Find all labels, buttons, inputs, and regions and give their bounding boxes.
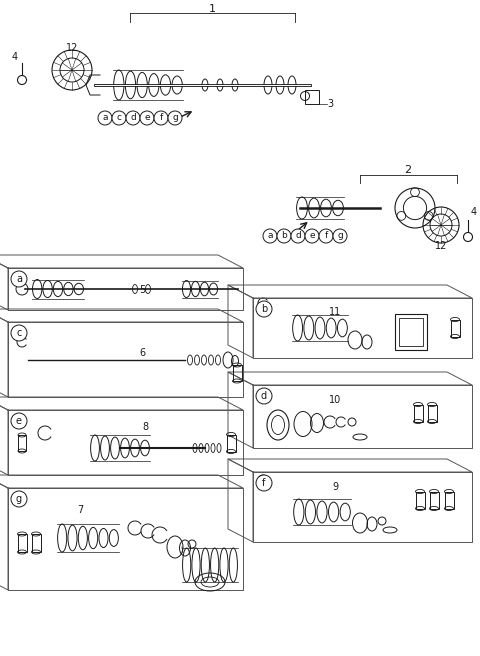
- Text: e: e: [144, 113, 150, 123]
- Text: e: e: [309, 232, 315, 241]
- Circle shape: [277, 229, 291, 243]
- Bar: [232, 365, 241, 381]
- Text: a: a: [267, 232, 273, 241]
- Bar: [305, 90, 319, 104]
- Text: 1: 1: [208, 4, 216, 14]
- Text: g: g: [172, 113, 178, 123]
- Circle shape: [256, 388, 272, 404]
- Circle shape: [263, 229, 277, 243]
- Circle shape: [140, 111, 154, 125]
- Text: a: a: [16, 274, 22, 284]
- Text: e: e: [16, 416, 22, 426]
- Bar: [416, 491, 424, 508]
- Bar: [451, 319, 459, 337]
- Bar: [428, 405, 436, 422]
- Text: 6: 6: [139, 348, 145, 358]
- Text: c: c: [16, 328, 22, 338]
- Text: 4: 4: [471, 207, 477, 217]
- Bar: [395, 314, 427, 350]
- Text: 2: 2: [405, 165, 411, 175]
- Circle shape: [126, 111, 140, 125]
- Bar: [444, 491, 454, 508]
- Bar: [227, 434, 236, 451]
- Text: c: c: [117, 113, 121, 123]
- Circle shape: [333, 229, 347, 243]
- Text: 12: 12: [435, 241, 447, 251]
- Bar: [430, 491, 439, 508]
- Circle shape: [305, 229, 319, 243]
- Circle shape: [98, 111, 112, 125]
- Bar: [399, 318, 423, 346]
- Text: b: b: [261, 304, 267, 314]
- Circle shape: [256, 475, 272, 491]
- Text: g: g: [337, 232, 343, 241]
- Circle shape: [11, 325, 27, 341]
- Bar: [413, 405, 422, 422]
- Text: 7: 7: [77, 505, 83, 515]
- Text: a: a: [102, 113, 108, 123]
- Circle shape: [11, 491, 27, 507]
- Text: 12: 12: [66, 43, 78, 53]
- Circle shape: [319, 229, 333, 243]
- Bar: [18, 435, 26, 451]
- Text: d: d: [295, 232, 301, 241]
- Text: b: b: [281, 232, 287, 241]
- Text: 11: 11: [329, 307, 341, 317]
- Text: f: f: [159, 113, 163, 123]
- Text: 4: 4: [12, 52, 18, 62]
- Circle shape: [11, 271, 27, 287]
- Text: f: f: [324, 232, 328, 241]
- Text: 3: 3: [327, 99, 333, 109]
- Circle shape: [256, 301, 272, 317]
- Text: f: f: [262, 478, 266, 488]
- Circle shape: [168, 111, 182, 125]
- Text: d: d: [261, 391, 267, 401]
- Text: g: g: [16, 494, 22, 504]
- Text: 9: 9: [332, 482, 338, 492]
- Circle shape: [154, 111, 168, 125]
- Text: d: d: [130, 113, 136, 123]
- Text: 5: 5: [139, 285, 145, 295]
- Text: 8: 8: [142, 422, 148, 432]
- Bar: [32, 534, 40, 552]
- Bar: [17, 534, 26, 552]
- Text: 10: 10: [329, 395, 341, 405]
- Circle shape: [291, 229, 305, 243]
- Circle shape: [11, 413, 27, 429]
- Circle shape: [112, 111, 126, 125]
